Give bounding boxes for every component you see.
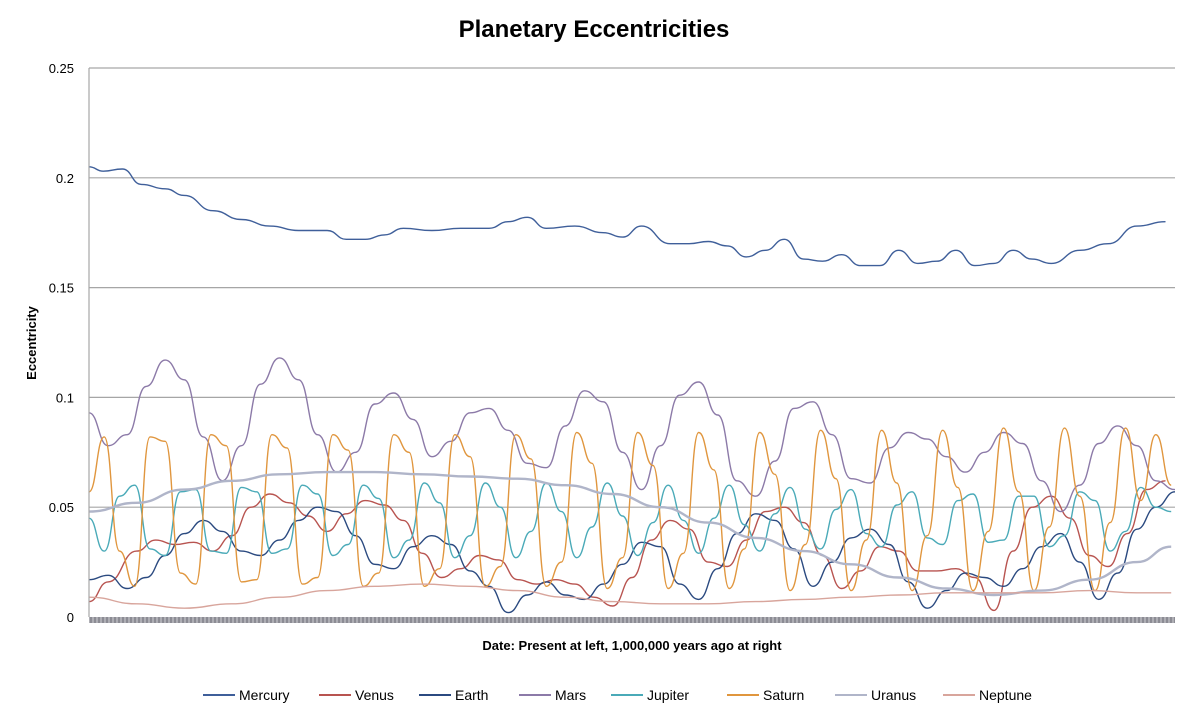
y-tick-labels: 0 0.05 0.1 0.15 0.2 0.25 [49, 61, 74, 625]
legend-label: Uranus [871, 687, 916, 703]
x-axis-label: Date: Present at left, 1,000,000 years a… [482, 638, 782, 653]
legend-item-earth: Earth [419, 687, 488, 703]
legend-label: Mercury [239, 687, 290, 703]
legend-item-neptune: Neptune [943, 687, 1032, 703]
legend-label: Neptune [979, 687, 1032, 703]
series-line-venus [88, 480, 1166, 612]
series-line-mercury [88, 166, 1166, 267]
series-line-neptune [88, 583, 1172, 609]
legend-label: Earth [455, 687, 488, 703]
legend-item-uranus: Uranus [835, 687, 916, 703]
y-tick-label: 0 [67, 610, 74, 625]
legend-item-mars: Mars [519, 687, 586, 703]
legend-item-jupiter: Jupiter [611, 687, 689, 703]
gridlines [89, 67, 1175, 508]
legend-item-venus: Venus [319, 687, 394, 703]
legend-label: Mars [555, 687, 586, 703]
y-axis-label: Eccentricity [24, 305, 39, 379]
y-tick-label: 0.25 [49, 61, 74, 76]
y-tick-label: 0.15 [49, 281, 74, 296]
legend-item-mercury: Mercury [203, 687, 290, 703]
y-tick-label: 0.05 [49, 500, 74, 515]
x-axis-ticks [88, 617, 1174, 623]
x-axis [88, 68, 1175, 623]
series-line-mars [88, 357, 1176, 513]
legend: Mercury Venus Earth Mars Jupiter Saturn Uranus… [203, 687, 1032, 703]
legend-label: Saturn [763, 687, 804, 703]
series-line-uranus [88, 470, 1172, 597]
series-line-saturn [88, 427, 1172, 592]
x-axis-band [89, 617, 1175, 623]
legend-item-saturn: Saturn [727, 687, 804, 703]
legend-label: Venus [355, 687, 394, 703]
y-tick-label: 0.1 [56, 390, 74, 405]
series-line-earth [88, 491, 1176, 614]
chart-title: Planetary Eccentricities [459, 16, 730, 43]
legend-label: Jupiter [647, 687, 689, 703]
y-tick-label: 0.2 [56, 171, 74, 186]
plot-area [88, 166, 1176, 614]
